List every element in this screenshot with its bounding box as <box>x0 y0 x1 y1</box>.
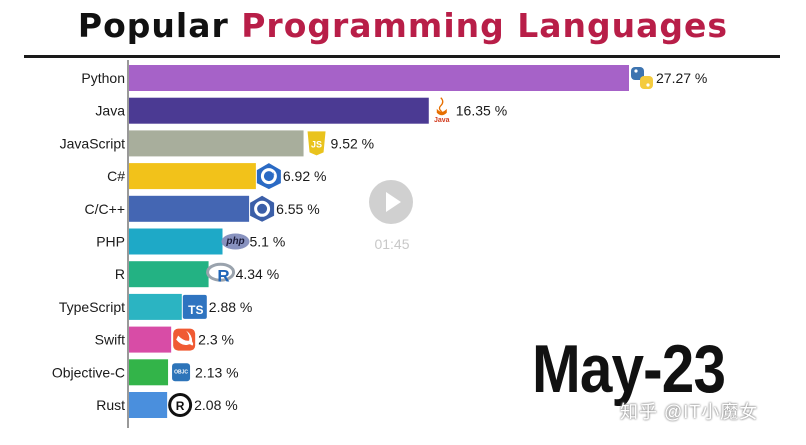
chart-title-part2: Programming Languages <box>241 6 729 45</box>
value-label-objective-c: 2.13 % <box>195 364 239 380</box>
value-label-php: 5.1 % <box>250 234 286 250</box>
category-label-typescript: TypeScript <box>59 299 125 315</box>
bar-typescript <box>129 293 182 320</box>
video-timestamp: 01:45 <box>374 236 410 252</box>
svg-text:JS: JS <box>311 139 322 149</box>
value-label-swift: 2.3 % <box>198 332 234 348</box>
value-label-rust: 2.08 % <box>194 397 238 413</box>
csharp-icon: C# <box>256 163 281 190</box>
svg-text:C: C <box>260 205 265 212</box>
bar-python <box>129 65 629 91</box>
value-label-typescript: 2.88 % <box>209 299 253 315</box>
value-label-java: 16.35 % <box>456 103 507 119</box>
watermark: 知乎 @IT小魔女 <box>620 402 759 422</box>
svg-text:C#: C# <box>265 173 274 180</box>
javascript-icon: JS <box>307 131 326 156</box>
category-label-javascript: JavaScript <box>60 135 125 151</box>
bar-c-c- <box>129 195 250 222</box>
swift-icon <box>173 328 196 351</box>
r-icon: R <box>206 262 236 286</box>
category-label-objective-c: Objective-C <box>52 364 125 380</box>
svg-text:php: php <box>225 236 244 247</box>
bar-java <box>129 97 429 124</box>
value-label-c-: 6.92 % <box>283 168 327 184</box>
svg-text:R: R <box>217 267 229 286</box>
value-label-r: 4.34 % <box>236 266 280 282</box>
category-label-c-c-: C/C++ <box>85 201 125 217</box>
category-label-python: Python <box>81 70 125 86</box>
bar-rust <box>129 392 168 418</box>
category-label-php: PHP <box>96 234 125 250</box>
svg-text:OBJC: OBJC <box>174 369 188 375</box>
cpp-icon: C <box>250 195 275 222</box>
typescript-icon: TS <box>182 294 207 319</box>
bar-r <box>129 261 209 288</box>
value-label-python: 27.27 % <box>656 70 707 86</box>
category-label-java: Java <box>95 103 125 119</box>
rust-icon: R <box>168 393 193 417</box>
video-play-button[interactable] <box>369 180 413 224</box>
php-icon: php <box>221 233 250 250</box>
title-underline <box>24 55 780 58</box>
svg-text:Java: Java <box>434 117 450 124</box>
category-label-r: R <box>115 266 125 282</box>
svg-text:TS: TS <box>188 303 203 317</box>
date-label: May-23 <box>532 331 726 407</box>
value-label-c-c-: 6.55 % <box>276 201 320 217</box>
java-icon: Java <box>434 97 450 124</box>
category-label-swift: Swift <box>95 332 125 348</box>
category-label-c-: C# <box>107 168 125 184</box>
bar-objective-c <box>129 359 169 386</box>
objective-c-icon: OBJC <box>172 363 191 382</box>
bar-php <box>129 228 223 255</box>
python-icon <box>631 67 653 89</box>
bar-swift <box>129 326 172 353</box>
chart-title: Popular Programming Languages <box>0 6 806 45</box>
bar-c- <box>129 163 256 190</box>
bar-javascript <box>129 130 304 157</box>
value-label-javascript: 9.52 % <box>331 135 375 151</box>
category-label-rust: Rust <box>96 397 125 413</box>
chart-title-part1: Popular <box>77 6 229 45</box>
svg-text:R: R <box>176 399 185 413</box>
